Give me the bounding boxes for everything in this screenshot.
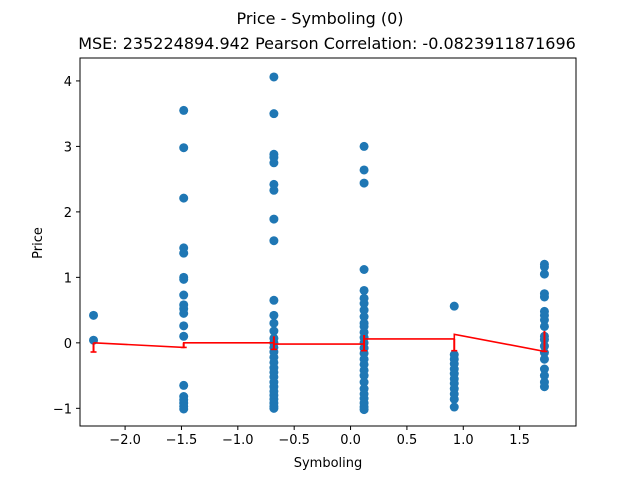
scatter-point xyxy=(539,269,549,279)
x-tick-label: −0.5 xyxy=(278,433,310,448)
plot-frame xyxy=(79,57,577,427)
x-tick-label: 1.0 xyxy=(453,433,474,448)
x-tick-label: −1.5 xyxy=(166,433,198,448)
x-tick-label: 0.5 xyxy=(397,433,418,448)
scatter-point xyxy=(359,371,369,381)
scatter-point xyxy=(359,141,369,151)
scatter-point xyxy=(539,382,549,392)
scatter-point xyxy=(539,315,549,325)
scatter-point xyxy=(179,331,189,341)
scatter-point xyxy=(269,72,279,82)
scatter-point xyxy=(449,394,459,404)
scatter-point xyxy=(179,404,189,414)
scatter-point xyxy=(359,299,369,309)
x-tick-label: 1.5 xyxy=(509,433,530,448)
y-tick-label: 3 xyxy=(64,140,72,155)
scatter-point xyxy=(359,377,369,387)
scatter-point xyxy=(179,105,189,115)
scatter-point xyxy=(269,158,279,168)
scatter-point xyxy=(359,305,369,315)
scatter-point xyxy=(179,321,189,331)
scatter-point xyxy=(539,371,549,381)
scatter-point xyxy=(539,321,549,331)
scatter-point xyxy=(179,193,189,203)
scatter-point xyxy=(269,236,279,246)
scatter-point xyxy=(359,405,369,415)
y-tick-label: −1 xyxy=(53,402,72,417)
scatter-point xyxy=(359,165,369,175)
y-tick-label: 1 xyxy=(64,271,72,286)
x-axis-label: Symboling xyxy=(294,456,363,471)
scatter-point xyxy=(359,178,369,188)
y-tick-label: 2 xyxy=(64,206,72,221)
scatter-point xyxy=(449,301,459,311)
scatter-point xyxy=(539,354,549,364)
scatter-point xyxy=(449,402,459,412)
x-tick-label: −2.0 xyxy=(109,433,141,448)
scatter-point xyxy=(179,248,189,258)
scatter-point xyxy=(269,310,279,320)
scatter-point xyxy=(359,285,369,295)
scatter-point xyxy=(539,292,549,302)
y-tick-label: 4 xyxy=(64,75,72,90)
scatter-point xyxy=(269,403,279,413)
scatter-point xyxy=(269,295,279,305)
scatter-point xyxy=(269,109,279,119)
scatter-point xyxy=(179,290,189,300)
scatter-point xyxy=(269,326,279,336)
plot-area: −2.0 −1.5 −1.0 −0.5 0.0 0.5 1.0 1.5 −1 0 1 2 3 4 xyxy=(53,57,577,448)
scatter-point xyxy=(269,318,279,328)
scatter-point xyxy=(179,308,189,318)
y-tick-label: 0 xyxy=(64,337,72,352)
scatter-point xyxy=(359,312,369,322)
chart-title: Price - Symboling (0) xyxy=(236,9,403,28)
scatter-point xyxy=(179,274,189,284)
scatter-point xyxy=(269,185,279,195)
chart-subtitle: MSE: 235224894.942 Pearson Correlation: … xyxy=(78,34,576,53)
scatter-point xyxy=(539,364,549,374)
scatter-point xyxy=(179,143,189,153)
x-tick-label: 0.0 xyxy=(340,433,361,448)
scatter-point xyxy=(359,265,369,275)
scatter-point xyxy=(179,380,189,390)
scatter-point xyxy=(539,262,549,272)
y-axis-label: Price xyxy=(31,227,46,259)
scatter-point xyxy=(269,214,279,224)
scatter-point xyxy=(89,310,99,320)
x-tick-label: −1.0 xyxy=(222,433,254,448)
